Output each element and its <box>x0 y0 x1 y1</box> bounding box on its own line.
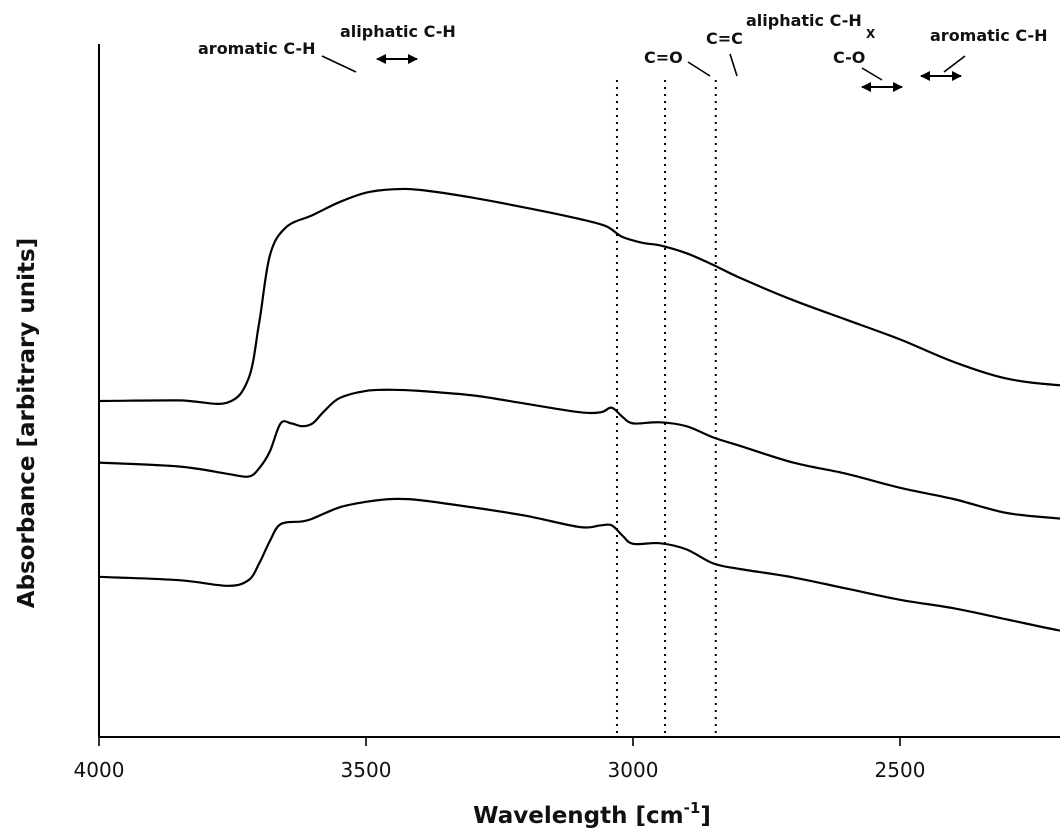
series-line-pbc <box>99 388 1060 520</box>
x-tick-label-4000: 4000 <box>74 758 125 782</box>
annotation-c-c-double: C=C <box>706 29 743 48</box>
reference-lines <box>615 80 717 735</box>
annotation-c-o-double: C=O <box>644 48 683 67</box>
annotation-c-c-double-pointer <box>729 53 738 77</box>
series-line-rbc <box>99 187 1060 406</box>
series-label-obc: OBC <box>1059 567 1060 597</box>
annotation-c-o-single: C-O <box>833 48 865 67</box>
series-group <box>99 187 1060 632</box>
annotation-aromatic-ch-left: aromatic C-H <box>198 39 315 58</box>
annotation-c-o-double-pointer <box>687 61 711 77</box>
x-tick-label-3000: 3000 <box>608 758 659 782</box>
y-axis-title: Absorbance [arbitrary units] <box>14 238 40 608</box>
x-tick-label-3500: 3500 <box>341 758 392 782</box>
series-line-obc <box>99 497 1060 632</box>
annotation-c-o-single-pointer <box>861 67 883 81</box>
x-tick-label-2500: 2500 <box>875 758 926 782</box>
annotation-aliphatic-chx: aliphatic C-H <box>746 11 862 30</box>
annotation-aromatic-ch-left-pointer <box>321 55 357 73</box>
annotation-aromatic-ch-right-pointer <box>943 55 966 73</box>
x-axis-title-main: Wavelength [cm <box>473 803 683 829</box>
x-axis-title-end: ] <box>700 803 711 829</box>
band-annotations: aromatic C-H aliphatic C-H C=O C=C aliph… <box>198 11 1047 92</box>
x-axis-title-sup: -1 <box>684 799 701 817</box>
annotation-aromatic-ch-right: aromatic C-H <box>930 26 1047 45</box>
x-axis-ticks: 4000350030002500200015001000500 <box>74 737 926 782</box>
x-axis-title: Wavelength [cm-1] <box>473 799 711 829</box>
annotation-aliphatic-chx-subscript: X <box>866 27 876 41</box>
annotation-aliphatic-ch: aliphatic C-H <box>340 22 456 41</box>
series-labels: RBCPBCOBC <box>1059 567 1060 597</box>
